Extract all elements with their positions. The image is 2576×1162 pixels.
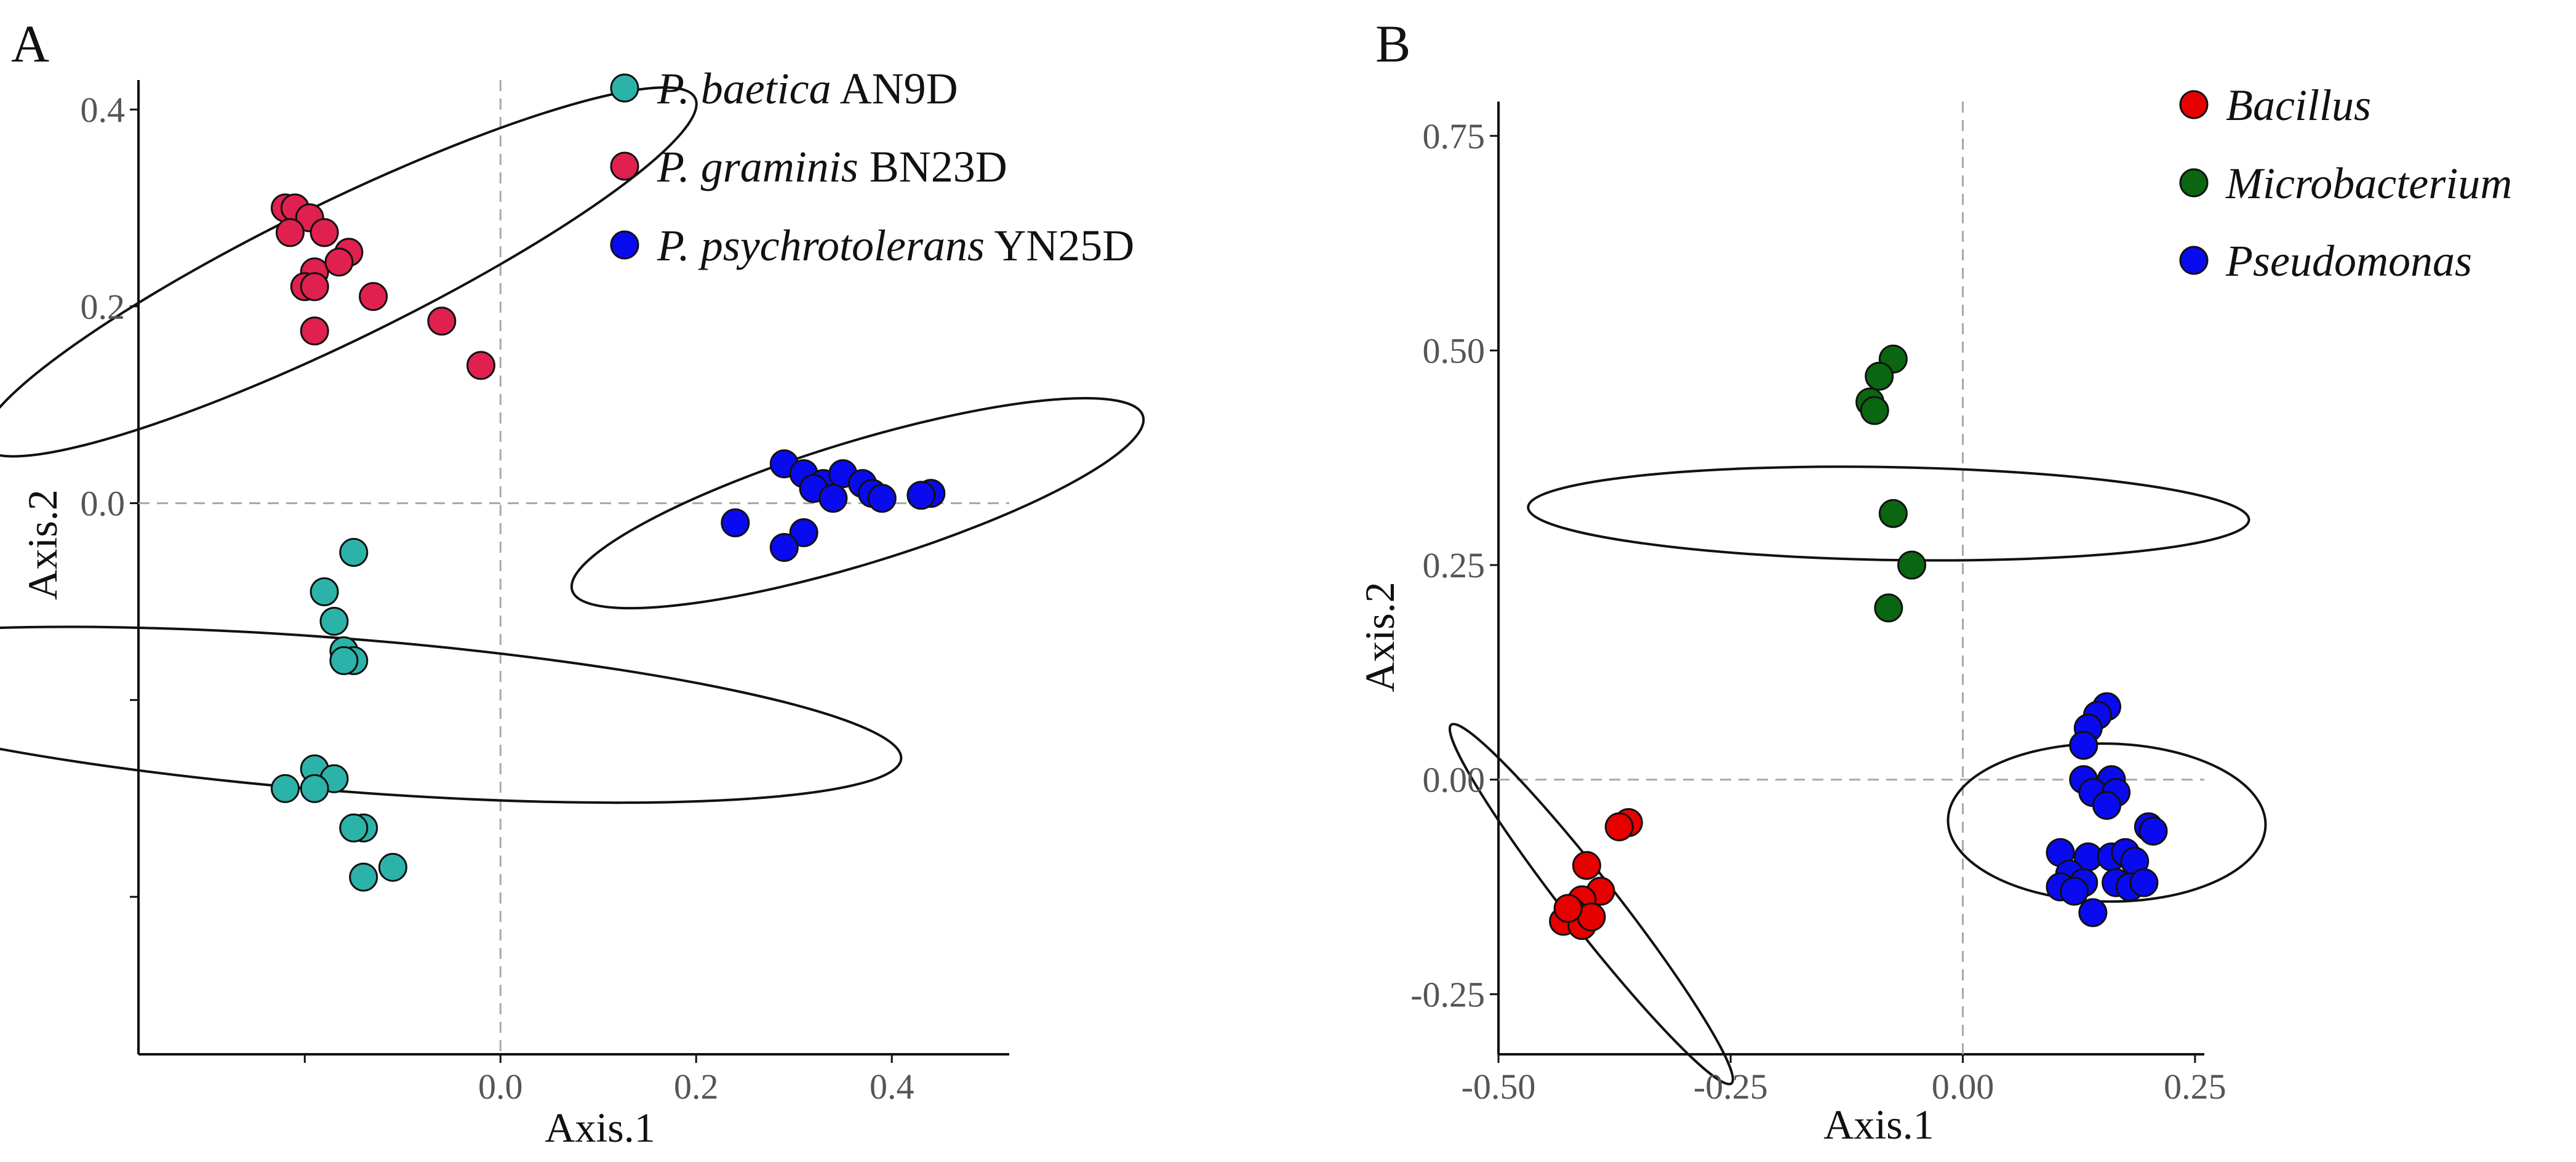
panel-a-legend-item: P. baetica AN9D: [610, 64, 958, 113]
data-point: [2069, 731, 2098, 760]
panel-a-legend-item: P. graminis BN23D: [610, 142, 1007, 191]
data-point: [769, 533, 799, 563]
data-point: [906, 481, 936, 510]
panel-a-points: [270, 193, 946, 892]
data-point: [1865, 361, 1894, 391]
panel-a-x-ticks: 0.0 0.2 0.4: [303, 1054, 914, 1107]
data-point: [1860, 396, 1889, 425]
panel-b-legend-swatch: [2179, 168, 2209, 198]
data-point: [310, 218, 339, 247]
x-tick-label: 0.25: [2164, 1067, 2226, 1107]
panel-b-points: [1549, 344, 2168, 940]
y-tick-label: 0.50: [1423, 331, 1486, 371]
panel-a-legend: P. baetica AN9D P. graminis BN23D P. psy…: [610, 64, 1134, 270]
panel-a-y-ticks: 0.0 0.2 0.4: [81, 90, 138, 898]
y-tick-label: 0.25: [1423, 545, 1486, 585]
y-tick-label: 0.00: [1423, 760, 1486, 800]
y-tick-label: 0.75: [1423, 116, 1486, 156]
legend-species: P. baetica: [657, 64, 831, 113]
panel-b-y-ticks: -0.25 0.00 0.25 0.50 0.75: [1410, 116, 1498, 1014]
data-point: [359, 282, 388, 311]
data-point: [789, 518, 818, 548]
legend-strain: AN9D: [840, 64, 958, 113]
panel-b: B -0.50 -0.25 0.00 0.25 -0.25 0.00 0.25 0.50 0.…: [1356, 14, 2512, 1148]
panel-a-label: A: [11, 14, 49, 73]
panel-b-legend: Bacillus Microbacterium Pseudomonas: [2179, 81, 2512, 286]
data-point: [310, 577, 339, 606]
data-point: [818, 484, 848, 513]
legend-species: P. graminis: [657, 142, 858, 191]
x-tick-label: 0.00: [1932, 1067, 1994, 1107]
data-point: [1553, 894, 1583, 923]
panel-b-legend-swatch: [2179, 246, 2209, 275]
panel-b-legend-label: Bacillus: [2226, 81, 2371, 130]
panel-a: A 0.0 0.2 0.4 0.0 0.2 0.4 Axis.1 Axis.2 P. b…: [0, 14, 1145, 1151]
panel-a-y-axis-title: Axis.2: [19, 489, 66, 599]
panel-b-x-ticks: -0.50 -0.25 0.00 0.25: [1462, 1054, 2226, 1107]
data-point: [1878, 499, 1908, 528]
data-point: [867, 484, 897, 513]
data-point: [2078, 898, 2108, 928]
y-tick-label: -0.25: [1410, 974, 1485, 1014]
y-tick-label: 0.2: [81, 287, 126, 327]
panel-a-legend-swatch: [610, 73, 639, 103]
legend-strain: BN23D: [870, 142, 1007, 191]
panel-a-legend-label: P. baetica AN9D: [657, 64, 958, 113]
panel-b-legend-item: Bacillus: [2179, 81, 2371, 130]
panel-b-legend-item: Pseudomonas: [2179, 236, 2472, 286]
data-point: [721, 508, 750, 538]
data-point: [466, 351, 495, 380]
panel-b-legend-label: Pseudomonas: [2225, 236, 2472, 286]
panel-b-label: B: [1375, 14, 1410, 73]
data-point: [2138, 816, 2168, 846]
panel-b-x-axis-title: Axis.1: [1823, 1101, 1934, 1148]
y-tick-label: 0.4: [81, 90, 126, 130]
x-tick-label: 0.2: [674, 1067, 719, 1107]
data-point: [1897, 550, 1927, 580]
panel-b-reference-lines: [1498, 102, 2204, 1054]
data-point: [1572, 851, 1601, 880]
confidence-ellipse: [1946, 742, 2267, 903]
data-point: [2092, 791, 2122, 820]
panel-b-legend-swatch: [2179, 90, 2209, 119]
x-tick-label: 0.4: [870, 1067, 914, 1107]
data-point: [339, 538, 369, 567]
data-point: [300, 774, 329, 803]
confidence-ellipse: [570, 397, 1145, 610]
panel-b-legend-label: Microbacterium: [2225, 159, 2512, 208]
panel-a-legend-label: P. graminis BN23D: [657, 142, 1007, 191]
x-tick-label: -0.25: [1694, 1067, 1768, 1107]
panel-a-legend-item: P. psychrotolerans YN25D: [610, 221, 1134, 270]
legend-strain: YN25D: [994, 221, 1134, 270]
data-point: [1604, 812, 1634, 841]
data-point: [324, 247, 354, 277]
panel-a-legend-swatch: [610, 230, 639, 260]
panel-a-x-axis-title: Axis.1: [545, 1104, 655, 1151]
data-point: [1874, 593, 1903, 623]
x-tick-label: -0.50: [1462, 1067, 1536, 1107]
data-point: [329, 646, 359, 675]
data-point: [275, 218, 305, 247]
data-point: [2060, 876, 2089, 906]
legend-species: P. psychrotolerans: [657, 221, 985, 270]
data-point: [300, 316, 329, 346]
data-point: [349, 862, 378, 892]
data-point: [378, 852, 407, 882]
panel-a-legend-label: P. psychrotolerans YN25D: [657, 221, 1134, 270]
confidence-ellipse: [0, 625, 903, 804]
data-point: [300, 272, 329, 302]
confidence-ellipse: [1527, 465, 2250, 562]
data-point: [339, 813, 369, 843]
x-tick-label: 0.0: [478, 1067, 523, 1107]
data-point: [2129, 868, 2159, 897]
panel-a-legend-swatch: [610, 151, 639, 181]
y-tick-label: 0.0: [81, 484, 126, 524]
data-point: [427, 307, 457, 336]
data-point: [319, 606, 349, 636]
panel-b-y-axis-title: Axis.2: [1356, 582, 1403, 692]
data-point: [270, 774, 300, 803]
panel-b-legend-item: Microbacterium: [2179, 159, 2512, 208]
